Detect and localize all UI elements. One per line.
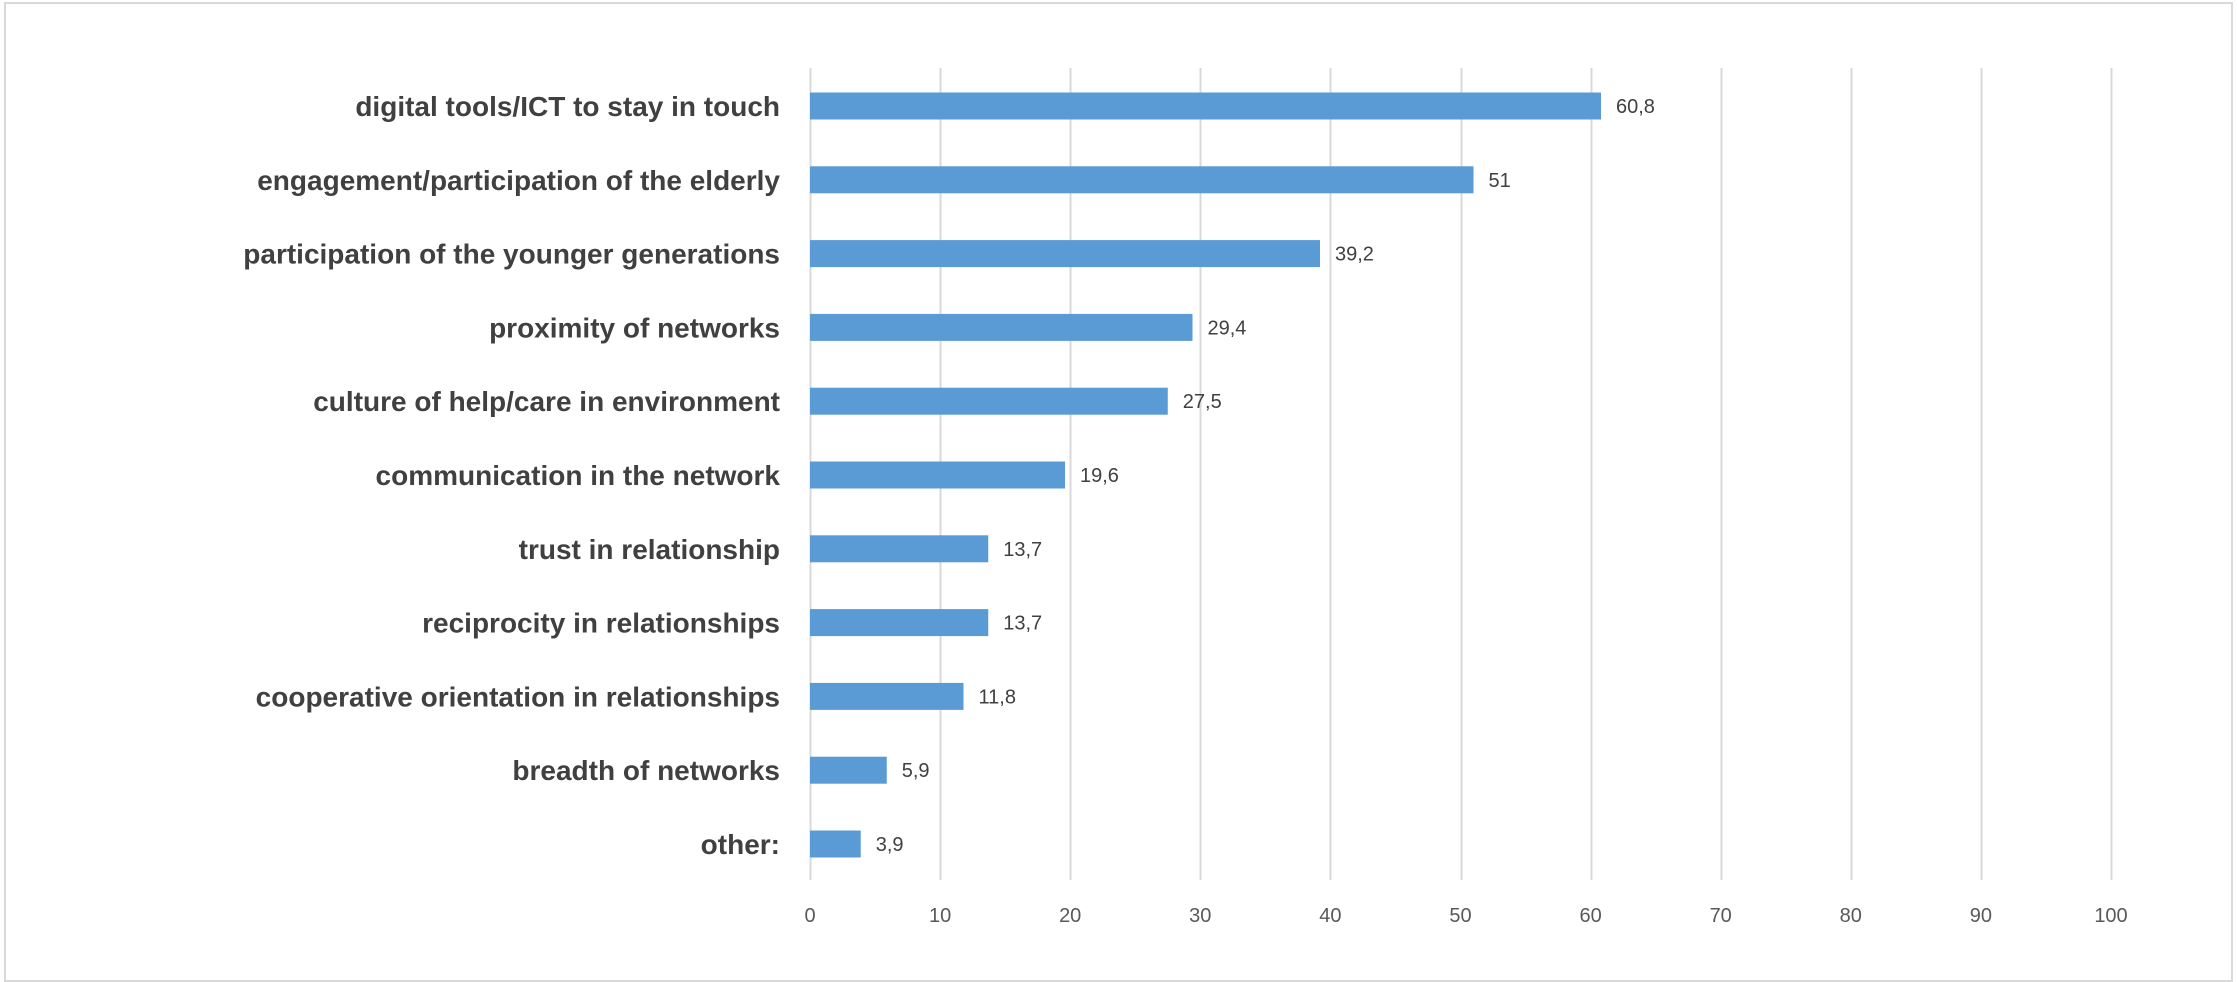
x-tick-label: 60 [1579, 905, 1601, 927]
bar [810, 830, 861, 858]
bar [810, 461, 1065, 489]
x-axis-tick-labels: 0 10 20 30 40 50 60 70 80 90 100 [804, 905, 2127, 927]
data-label: 51 [1489, 170, 1511, 192]
bar [810, 166, 1474, 194]
category-label: engagement/participation of the elderly [257, 165, 780, 196]
x-tick-label: 80 [1840, 905, 1862, 927]
data-label: 5,9 [902, 760, 930, 782]
category-label: trust in relationship [519, 534, 780, 565]
bars [810, 92, 1602, 858]
data-label: 29,4 [1207, 317, 1246, 339]
category-label: breadth of networks [512, 755, 780, 786]
data-label: 13,7 [1003, 613, 1042, 635]
x-tick-label: 90 [1970, 905, 1992, 927]
data-label: 60,8 [1616, 96, 1655, 118]
category-label: proximity of networks [489, 312, 780, 343]
category-labels: digital tools/ICT to stay in touch engage… [243, 91, 780, 860]
x-tick-label: 100 [2094, 905, 2127, 927]
category-label: cooperative orientation in relationships [256, 681, 780, 712]
bar [810, 240, 1320, 268]
bar [810, 313, 1193, 341]
category-label: communication in the network [376, 460, 781, 491]
x-tick-label: 70 [1710, 905, 1732, 927]
bar [810, 535, 989, 563]
category-label: digital tools/ICT to stay in touch [355, 91, 780, 122]
data-label: 39,2 [1335, 244, 1374, 266]
x-tick-label: 50 [1449, 905, 1471, 927]
chart-frame [4, 2, 2233, 982]
category-label: other: [701, 829, 780, 860]
data-label: 3,9 [876, 834, 904, 856]
x-tick-label: 0 [804, 905, 815, 927]
x-tick-label: 20 [1059, 905, 1081, 927]
bar [810, 682, 964, 710]
bar [810, 387, 1168, 415]
bar [810, 609, 989, 637]
x-tick-label: 40 [1319, 905, 1341, 927]
data-label: 11,8 [979, 686, 1016, 708]
data-label: 13,7 [1003, 539, 1042, 561]
value-labels: 60,8 51 39,2 29,4 27,5 19,6 13,7 13,7 11,8 5,9 3,9 [876, 96, 1655, 856]
bar [810, 92, 1602, 120]
data-label: 27,5 [1183, 391, 1222, 413]
x-tick-label: 30 [1189, 905, 1211, 927]
x-tick-label: 10 [929, 905, 951, 927]
bar [810, 756, 887, 784]
category-label: reciprocity in relationships [422, 608, 780, 639]
category-label: culture of help/care in environment [313, 386, 780, 417]
gridlines [809, 68, 2113, 880]
category-label: participation of the younger generations [243, 239, 780, 270]
data-label: 19,6 [1080, 465, 1119, 487]
